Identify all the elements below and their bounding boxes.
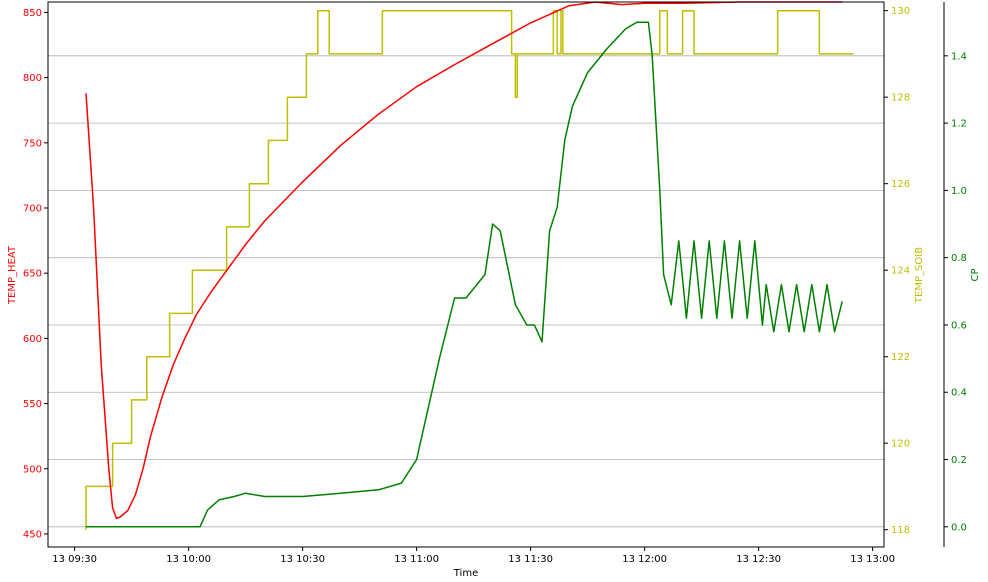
y-axis-cp: 0.0 0.2 0.4 0.6 0.8 1.0 1.2 1.4: [944, 51, 967, 533]
y-tick-label: 450: [23, 529, 42, 540]
x-tick-label: 13 13:00: [850, 554, 895, 565]
y-tick-label: 0.4: [951, 388, 967, 399]
y-tick-label: 1.0: [951, 186, 967, 197]
x-axis: 13 09:30 13 10:00 13 10:30 13 11:00 13 11:30…: [52, 547, 895, 565]
y-tick-label: 124: [891, 266, 910, 277]
y-tick-label: 800: [23, 73, 42, 84]
series-line-cp: [86, 21, 843, 528]
y-tick-label: 0.2: [951, 455, 967, 466]
x-tick-label: 13 09:30: [52, 554, 97, 565]
y-tick-label: 120: [891, 439, 910, 450]
x-tick-label: 13 11:00: [394, 554, 439, 565]
x-tick-label: 13 10:00: [166, 554, 211, 565]
y-tick-label: 122: [891, 352, 910, 363]
x-tick-label: 13 12:30: [736, 554, 781, 565]
y-tick-label: 750: [23, 138, 42, 149]
y-tick-label: 118: [891, 525, 910, 536]
series-line-temp-soib: [85, 9, 854, 530]
y-tick-label: 128: [891, 93, 910, 104]
y-axis-temp-soib: 118 120 122 124 126 128 130: [884, 6, 910, 536]
series-layer: [85, 1, 854, 530]
y-axis-temp-heat: 450 500 550 600 650 700 750 800 850: [23, 8, 48, 540]
series-line-temp-heat: [85, 1, 843, 520]
y-tick-label: 700: [23, 204, 42, 215]
x-tick-label: 13 12:00: [622, 554, 667, 565]
y-tick-label: 500: [23, 464, 42, 475]
y-axis-label-cp: CP: [970, 268, 981, 281]
y-tick-label: 1.4: [951, 51, 967, 62]
x-axis-label: Time: [453, 568, 478, 579]
y-tick-label: 550: [23, 399, 42, 410]
y-tick-label: 600: [23, 334, 42, 345]
y-tick-label: 0.0: [951, 522, 967, 533]
y-axis-label-temp-soib: TEMP_SOIB: [914, 247, 925, 304]
y-axis-label-temp-heat: TEMP_HEAT: [7, 245, 18, 305]
y-tick-label: 1.2: [951, 119, 967, 130]
y-tick-label: 850: [23, 8, 42, 19]
x-tick-label: 13 11:30: [508, 554, 553, 565]
y-tick-label: 130: [891, 6, 910, 17]
x-tick-label: 13 10:30: [280, 554, 325, 565]
plot-frame: [47, 1, 885, 548]
gridlines: [48, 55, 884, 528]
y-tick-label: 126: [891, 179, 910, 190]
y-tick-label: 650: [23, 269, 42, 280]
y-tick-label: 0.8: [951, 253, 967, 264]
y-tick-label: 0.6: [951, 320, 967, 331]
